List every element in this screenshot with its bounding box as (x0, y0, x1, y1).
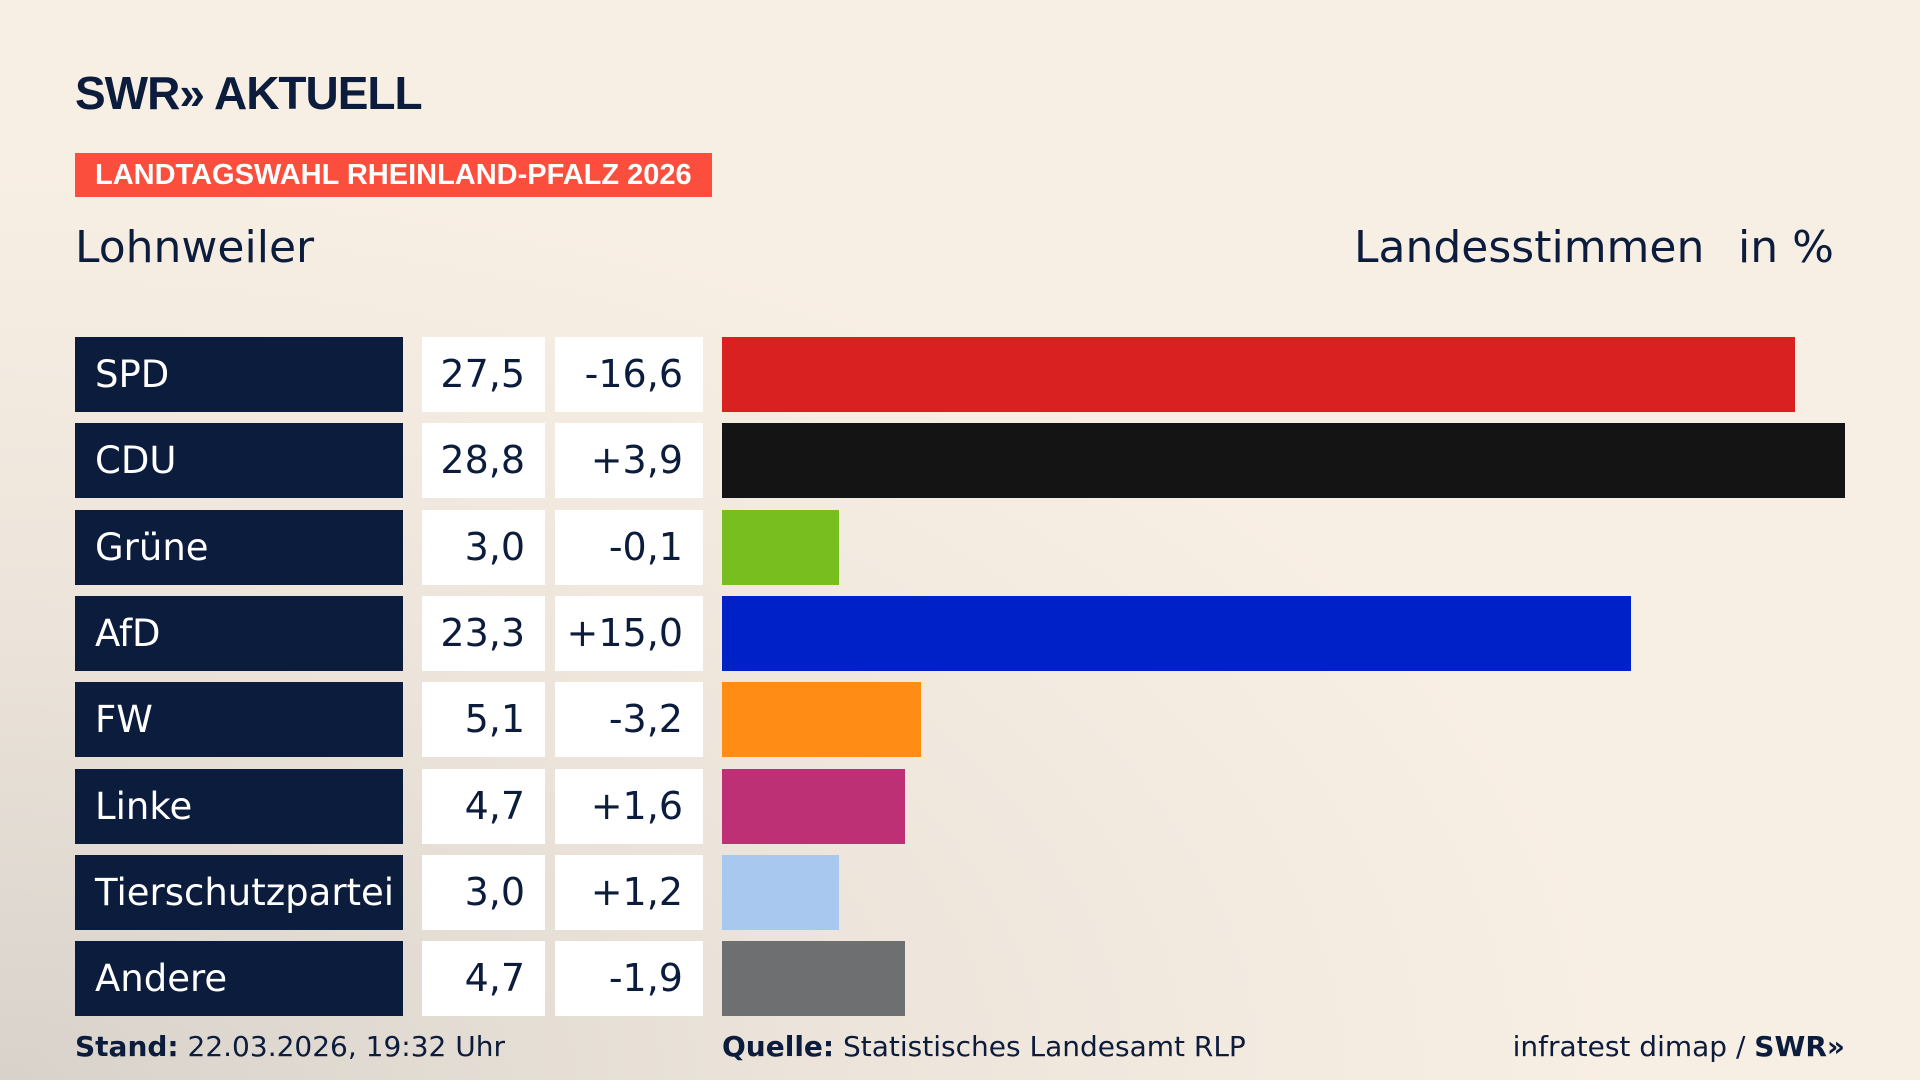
credit-text: infratest dimap / (1512, 1030, 1755, 1063)
stand: Stand: 22.03.2026, 19:32 Uhr (75, 1030, 505, 1063)
vote-share: 4,7 (422, 768, 545, 844)
vote-share: 4,7 (422, 941, 545, 1017)
quelle: Quelle: Statistisches Landesamt RLP (722, 1030, 1246, 1063)
swr-aktuell-logo: SWR» AKTUELL (75, 67, 423, 119)
swr-logo: SWR» (1754, 1030, 1845, 1063)
vote-change: -16,6 (555, 337, 703, 412)
stand-value: 22.03.2026, 19:32 Uhr (187, 1030, 505, 1063)
party-label: Tierschutzpartei (75, 854, 403, 930)
vote-share: 23,3 (422, 595, 545, 671)
party-label: Andere (75, 941, 403, 1017)
vote-share: 3,0 (422, 509, 545, 585)
party-bar (722, 941, 906, 1017)
vote-change: +15,0 (555, 595, 703, 671)
vote-change: +1,2 (555, 854, 703, 930)
party-label: FW (75, 682, 403, 758)
vote-share: 27,5 (422, 337, 545, 412)
party-label: AfD (75, 595, 403, 671)
party-label: CDU (75, 423, 403, 499)
election-badge: LANDTAGSWAHL RHEINLAND-PFALZ 2026 (75, 153, 712, 197)
vote-share: 5,1 (422, 682, 545, 758)
party-bar (722, 509, 839, 585)
credit: infratest dimap / SWR» (1513, 1030, 1845, 1063)
stand-label: Stand: (75, 1030, 179, 1063)
party-label: Grüne (75, 509, 403, 585)
vote-share: 28,8 (422, 423, 545, 499)
vote-change: +3,9 (555, 423, 703, 499)
unit-label: in % (1738, 222, 1834, 273)
party-bar (722, 854, 839, 930)
vote-change: -0,1 (555, 509, 703, 585)
party-label: SPD (75, 337, 403, 412)
party-bar (722, 337, 1795, 412)
vote-change: +1,6 (555, 768, 703, 844)
quelle-value: Statistisches Landesamt RLP (843, 1030, 1246, 1063)
party-bar (722, 768, 906, 844)
vote-change: -3,2 (555, 682, 703, 758)
party-label: Linke (75, 768, 403, 844)
party-bar (722, 595, 1631, 671)
vote-type: Landesstimmen (1354, 222, 1705, 273)
party-bar (722, 423, 1846, 499)
vote-change: -1,9 (555, 941, 703, 1017)
party-bar (722, 682, 921, 758)
vote-share: 3,0 (422, 854, 545, 930)
place-name: Lohnweiler (75, 222, 315, 273)
quelle-label: Quelle: (722, 1030, 835, 1063)
